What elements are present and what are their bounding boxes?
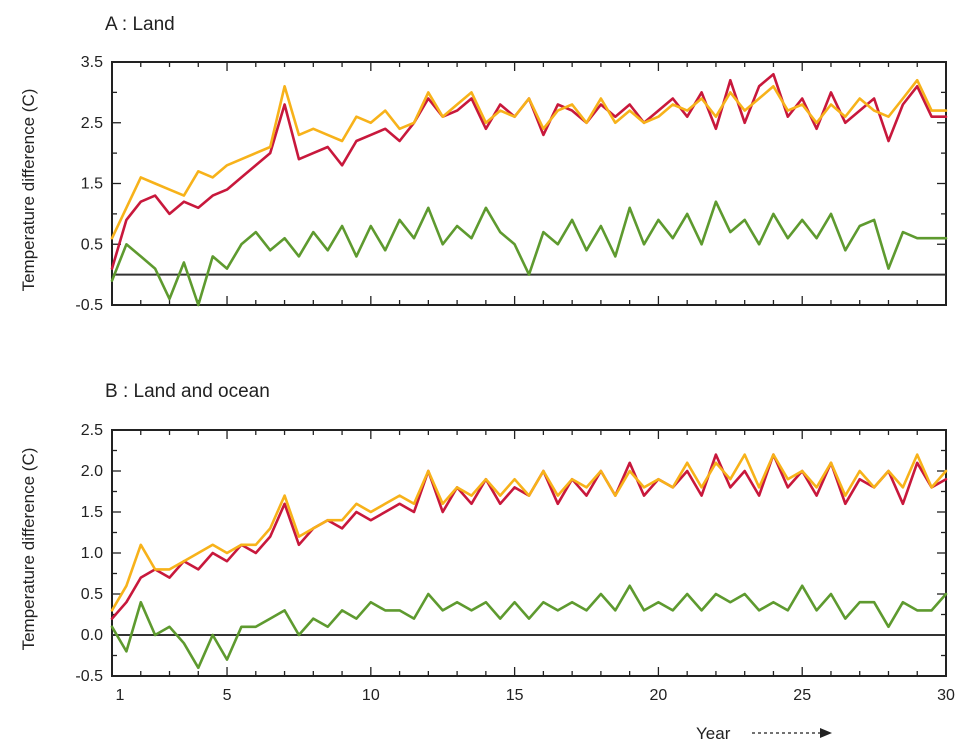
panel-b-y-tick-label: 0.0 <box>81 627 103 644</box>
panel-a-plot-area: -0.5 0.5 1.5 2.5 3.5 <box>75 54 948 314</box>
panel-a-land: A : Land Temperature difference (C) -0.5… <box>19 14 948 314</box>
panel-b-y-tick-label: 0.5 <box>81 586 103 603</box>
panel-a-y-tick-label: -0.5 <box>75 297 103 314</box>
panel-a-y-tick-label: 0.5 <box>81 236 103 253</box>
panel-b-plot-area: -0.50.00.51.01.52.02.51 5 10 15 20 25 30 <box>75 422 955 704</box>
panel-a-series-red-line <box>110 72 948 270</box>
panel-b-series-orange-line <box>110 453 948 612</box>
panel-b-ylabel: Temperature difference (C) <box>19 448 38 651</box>
panel-b-y-tick-label: -0.5 <box>75 668 103 685</box>
panel-b-series-green-line <box>110 584 948 670</box>
panel-a-series-green-line <box>110 200 948 307</box>
panel-b-y-tick-label: 1.0 <box>81 545 103 562</box>
x-axis-arrow-icon <box>820 728 832 738</box>
panel-b-y-tick-label: 1.5 <box>81 504 103 521</box>
x-axis-label-group: Year <box>696 724 832 742</box>
panel-b-title: B : Land and ocean <box>105 381 270 402</box>
panel-b-y-tick-label: 2.5 <box>81 422 103 439</box>
x-tick-label: 15 <box>506 687 524 704</box>
x-tick-label: 5 <box>223 687 232 704</box>
panel-b-land-ocean: B : Land and ocean Temperature differenc… <box>19 381 955 704</box>
panel-a-y-tick-label: 1.5 <box>81 176 103 193</box>
x-tick-label: 25 <box>793 687 811 704</box>
panel-a-series-orange-line <box>110 78 948 240</box>
panel-b-y-tick-label: 2.0 <box>81 463 103 480</box>
panel-a-title: A : Land <box>105 14 175 35</box>
panel-a-y-tick-label: 2.5 <box>81 115 103 132</box>
x-tick-label: 20 <box>650 687 668 704</box>
panel-a-y-tick-label: 3.5 <box>81 54 103 71</box>
x-axis-label: Year <box>696 724 731 742</box>
panel-a-ylabel: Temperature difference (C) <box>19 89 38 292</box>
x-tick-label: 30 <box>937 687 955 704</box>
x-tick-label: 1 <box>116 687 125 704</box>
x-tick-label: 10 <box>362 687 380 704</box>
